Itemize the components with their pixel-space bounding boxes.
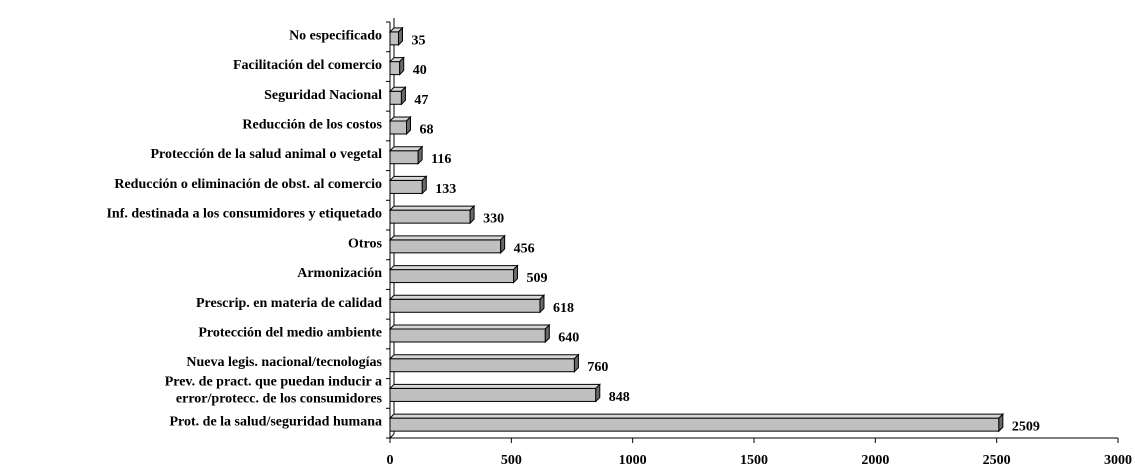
bar <box>389 150 419 165</box>
bar-top-face <box>388 146 424 152</box>
bar-top-face <box>388 235 506 241</box>
data-label: 116 <box>431 152 451 167</box>
data-label: 509 <box>527 271 548 286</box>
category-label: Prev. de pract. que puedan inducir a <box>165 374 382 389</box>
bar-top-face <box>388 205 476 211</box>
x-tick-label: 0 <box>387 453 394 468</box>
bar-side-face <box>400 86 406 106</box>
x-tick-label: 2000 <box>861 453 889 468</box>
bar-side-face <box>406 115 412 136</box>
bar <box>389 209 471 224</box>
data-label: 2509 <box>1012 420 1040 435</box>
bar <box>389 387 597 402</box>
data-label: 618 <box>553 301 574 316</box>
bar <box>389 31 399 46</box>
bar <box>389 269 515 284</box>
bar-top-face <box>388 383 601 389</box>
data-label: 456 <box>514 241 535 256</box>
data-label: 848 <box>609 390 630 405</box>
category-label: Armonización <box>297 266 382 281</box>
bar <box>389 239 502 254</box>
bar-top-face <box>388 354 580 360</box>
category-label: Facilitación del comercio <box>233 58 382 73</box>
category-label: Prot. de la salud/seguridad humana <box>169 415 382 430</box>
bar-top-face <box>388 294 546 300</box>
bar <box>389 61 401 76</box>
bar <box>389 179 423 194</box>
x-tick-label: 1500 <box>740 453 768 468</box>
bar-side-face <box>399 56 405 76</box>
bar-side-face <box>998 412 1004 433</box>
bar-side-face <box>595 383 601 403</box>
bar-top-face <box>388 413 1005 419</box>
bar-side-face <box>500 234 506 255</box>
bar-top-face <box>388 265 519 271</box>
bar-top-face <box>388 324 551 330</box>
category-label: No especificado <box>289 28 382 43</box>
category-label: Reducción o eliminación de obst. al come… <box>114 177 382 192</box>
data-label: 40 <box>413 63 427 78</box>
bar <box>389 417 1000 432</box>
axis-corner-line <box>389 433 395 439</box>
data-label: 133 <box>435 182 456 197</box>
category-label: Reducción de los costos <box>242 118 382 133</box>
bar <box>389 358 575 373</box>
bar-side-face <box>417 145 423 165</box>
category-label: Protección del medio ambiente <box>198 326 382 341</box>
x-tick-label: 1000 <box>619 453 647 468</box>
bar-side-face <box>513 264 519 284</box>
data-label: 640 <box>558 331 579 346</box>
bar <box>389 120 408 135</box>
bar-side-face <box>573 353 579 373</box>
bar-side-face <box>421 175 427 195</box>
data-label: 35 <box>411 33 425 48</box>
bar <box>389 90 402 105</box>
category-label: Inf. destinada a los consumidores y etiq… <box>106 207 382 222</box>
bar-top-face <box>388 175 428 181</box>
data-label: 330 <box>483 212 504 227</box>
category-label: Nueva legis. nacional/tecnologías <box>186 355 382 370</box>
data-label: 760 <box>587 360 608 375</box>
category-label: Prescrip. en materia de calidad <box>196 296 382 311</box>
x-tick-label: 3000 <box>1104 453 1132 468</box>
category-label: Protección de la salud animal o vegetal <box>151 147 383 162</box>
bar-side-face <box>469 204 475 225</box>
x-tick-label: 500 <box>501 453 522 468</box>
bar-side-face <box>544 323 550 344</box>
bar-side-face <box>539 294 545 314</box>
bar <box>389 328 546 343</box>
bar-side-face <box>397 26 403 47</box>
category-label: Seguridad Nacional <box>264 88 382 103</box>
category-label: Otros <box>348 236 383 251</box>
data-label: 47 <box>414 93 428 108</box>
data-label: 68 <box>420 123 434 138</box>
x-tick-label: 2500 <box>983 453 1011 468</box>
bar <box>389 298 541 313</box>
category-label: error/protecc. de los consumidores <box>176 391 383 406</box>
